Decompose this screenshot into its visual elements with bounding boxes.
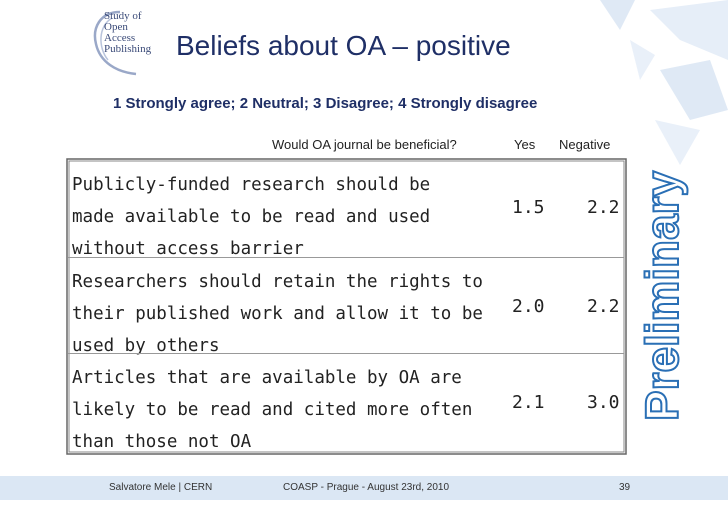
yes-value: 2.0 [512,296,545,317]
column-header-yes: Yes [514,137,536,152]
preliminary-stamp: Preliminary [635,170,689,422]
statement-line: made available to be read and used [72,207,431,227]
statement-text: Publicly-funded research should be made … [72,169,430,265]
statement-line: Publicly-funded research should be [72,175,431,195]
column-header-question: Would OA journal be beneficial? [272,137,457,152]
statement-text: Researchers should retain the rights to … [72,266,483,362]
scale-legend: 1 Strongly agree; 2 Neutral; 3 Disagree;… [113,95,538,112]
table-row: Researchers should retain the rights to … [68,257,624,356]
table-row: Publicly-funded research should be made … [68,161,624,259]
statement-line: their published work and allow it to be [72,304,483,324]
preliminary-text: Preliminary [636,171,688,421]
negative-value: 2.2 [587,296,620,317]
statement-line: Articles that are available by OA are [72,368,462,388]
footer-page-number: 39 [619,482,631,493]
statement-line: likely to be read and cited more often [72,400,473,420]
logo-line: Open [104,21,128,33]
logo-line: Access [104,32,136,44]
footer-author: Salvatore Mele | CERN [109,482,213,493]
negative-value: 3.0 [587,392,620,413]
yes-value: 1.5 [512,197,545,218]
study-of-open-access-publishing-logo [93,10,137,76]
statement-line: used by others [72,336,220,356]
slide-title: Beliefs about OA – positive [176,30,511,61]
statement-text: Articles that are available by OA are li… [72,362,472,458]
decorative-shapes [600,0,728,165]
footer-event: COASP - Prague - August 23rd, 2010 [283,482,450,493]
logo-line: Study of [104,10,142,22]
logo-line: Publishing [104,43,152,55]
statement-line: than those not OA [72,432,252,452]
yes-value: 2.1 [512,392,545,413]
table-row: Articles that are available by OA are li… [68,353,624,452]
column-header-negative: Negative [559,137,611,152]
statement-line: Researchers should retain the rights to [72,272,483,292]
negative-value: 2.2 [587,197,620,218]
footer-bar: Salvatore Mele | CERN COASP - Prague - A… [0,476,728,500]
statement-line: without access barrier [72,239,304,259]
table-frame [66,158,627,455]
logo-text: Study of Open Access Publishing [104,11,151,55]
